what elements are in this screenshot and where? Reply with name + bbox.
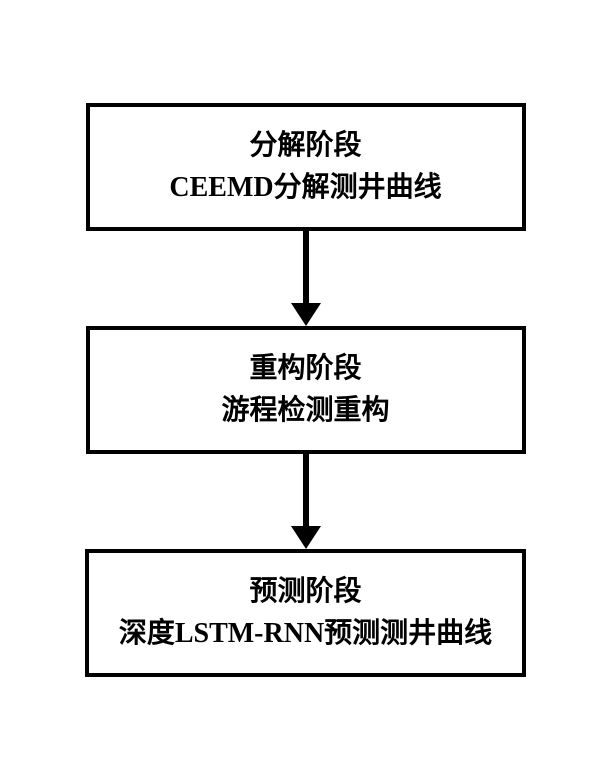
- arrow-1: [291, 231, 321, 326]
- prediction-stage-box: 预测阶段 深度LSTM-RNN预测测井曲线: [85, 549, 526, 677]
- arrow-2: [291, 454, 321, 549]
- box1-content: CEEMD分解测井曲线: [120, 167, 492, 209]
- arrow-line-2: [303, 454, 309, 526]
- reconstruction-stage-box: 重构阶段 游程检测重构: [86, 326, 526, 454]
- arrow-head-1: [291, 303, 321, 326]
- arrow-head-2: [291, 526, 321, 549]
- box1-title: 分解阶段: [120, 125, 492, 167]
- box3-title: 预测阶段: [119, 571, 492, 613]
- box2-content: 游程检测重构: [120, 390, 492, 432]
- arrow-line-1: [303, 231, 309, 303]
- box3-content: 深度LSTM-RNN预测测井曲线: [119, 613, 492, 655]
- box2-title: 重构阶段: [120, 348, 492, 390]
- decomposition-stage-box: 分解阶段 CEEMD分解测井曲线: [86, 103, 526, 231]
- flowchart-container: 分解阶段 CEEMD分解测井曲线 重构阶段 游程检测重构 预测阶段 深度LSTM…: [65, 83, 546, 697]
